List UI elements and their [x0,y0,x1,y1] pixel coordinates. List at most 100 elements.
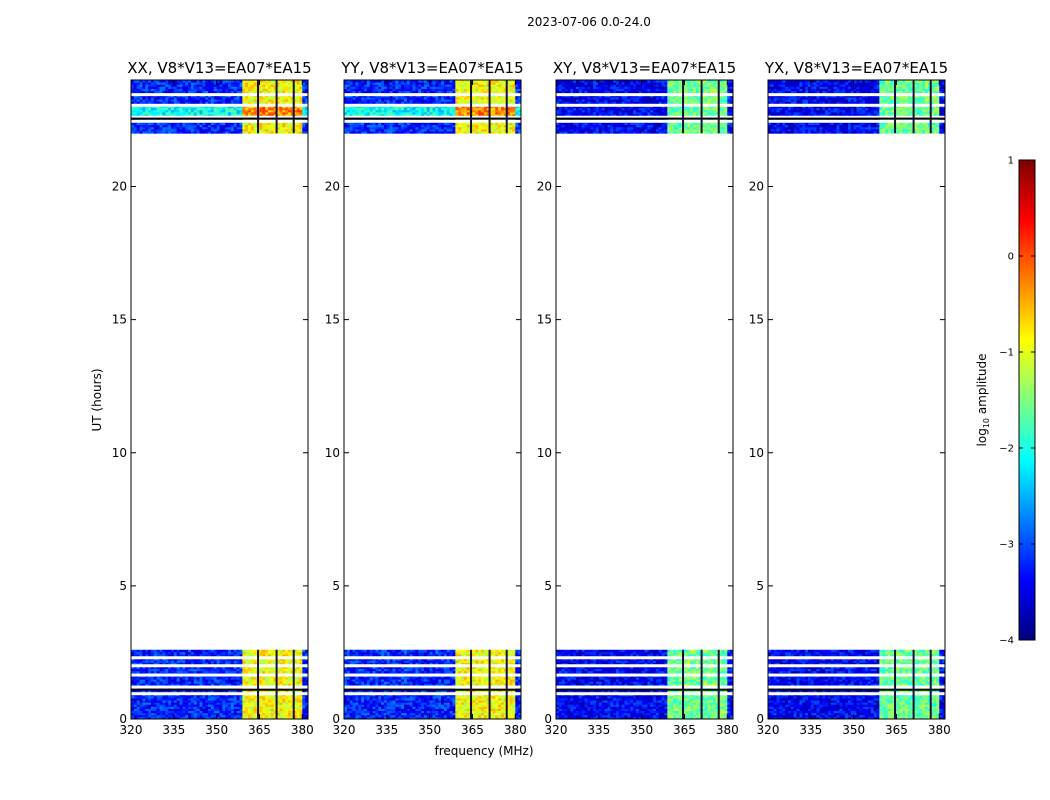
heatmap-cell [245,105,249,109]
heatmap-cell [131,679,135,682]
heatmap-cell [156,666,160,670]
heatmap-cell [305,122,309,126]
heatmap-cell [296,662,300,665]
heatmap-cell [262,708,266,712]
heatmap-cell [208,128,212,132]
heatmap-cell [145,128,149,132]
heatmap-cell [259,649,263,653]
heatmap-cell [285,109,289,113]
heatmap-cell [131,111,135,115]
heatmap-cell [168,698,172,701]
heatmap-cell [276,681,280,684]
heatmap-cell [299,653,303,657]
heatmap-cell [162,716,166,720]
heatmap-cell [265,122,269,126]
heatmap-cell [233,666,238,670]
heatmap-cell [190,660,195,663]
heatmap-cell [168,683,172,686]
heatmap-cell [216,679,220,682]
heatmap-cell [162,706,166,709]
heatmap-cell [233,660,238,663]
heatmap-cell [279,660,283,663]
heatmap-cell [282,704,286,707]
heatmap-cell [268,649,272,653]
heatmap-cell [282,681,286,684]
heatmap-cell [182,114,186,117]
heatmap-cell [173,679,178,682]
heatmap-cell [202,700,206,703]
heatmap-cell [190,111,195,115]
heatmap-cell [213,716,218,720]
heatmap-cell [268,122,272,126]
heatmap-cell [193,124,198,128]
heatmap-cell [190,114,195,117]
heatmap-cell [136,660,140,663]
heatmap-cell [193,698,198,701]
heatmap-cell [150,668,155,672]
heatmap-cell [219,681,223,684]
heatmap-cell [208,681,212,684]
heatmap-cell [210,700,215,703]
heatmap-cell [239,706,243,709]
heatmap-cell [230,679,235,682]
heatmap-cell [288,683,292,686]
heatmap-cell [265,666,269,670]
heatmap-cell [276,683,280,686]
heatmap-cell [290,653,295,657]
heatmap-cell [145,658,149,661]
heatmap-cell [133,683,138,686]
heatmap-cell [285,658,289,661]
heatmap-cell [179,698,183,701]
heatmap-cell [225,698,229,701]
heatmap-cell [133,128,138,132]
heatmap-cell [162,124,166,128]
heatmap-cell [162,111,166,115]
heatmap-cell [228,683,232,686]
heatmap-cell [282,109,286,113]
heatmap-cell [285,706,289,709]
heatmap-cell [279,683,283,686]
heatmap-cell [150,716,155,720]
heatmap-cell [139,126,143,130]
heatmap-cell [199,708,203,712]
heatmap-cell [150,689,155,693]
heatmap-cell [302,710,306,714]
heatmap-cell [139,700,143,703]
heatmap-cell [131,670,135,674]
heatmap-cell [210,126,215,130]
heatmap-cell [196,670,200,674]
heatmap-cell [188,708,192,712]
heatmap-cell [148,668,152,672]
heatmap-cell [153,666,158,670]
heatmap-cell [168,677,172,680]
heatmap-cell [202,126,206,130]
heatmap-cell [305,107,309,111]
heatmap-cell [259,712,263,716]
heatmap-cell [165,704,169,707]
heatmap-cell [239,131,243,134]
heatmap-cell [176,122,180,126]
heatmap-cell [156,111,160,115]
heatmap-cell [148,679,152,682]
heatmap-cell [288,666,292,670]
heatmap-cell [305,653,309,657]
heatmap-cell [136,126,140,130]
heatmap-cell [159,689,163,693]
heatmap-cell [245,109,249,113]
heatmap-cell [302,111,306,115]
heatmap-cell [219,679,223,682]
heatmap-cell [139,658,143,661]
heatmap-cell [236,122,240,126]
heatmap-cell [262,698,266,701]
heatmap-cell [239,660,243,663]
heatmap-cell [299,651,303,655]
heatmap-cell [213,689,218,693]
heatmap-cell [133,706,138,709]
heatmap-cell [133,111,138,115]
heatmap-cell [242,105,246,109]
heatmap-cell [230,662,235,665]
heatmap-cell [139,716,143,720]
heatmap-cell [150,662,155,665]
heatmap-cell [293,658,297,661]
heatmap-cell [199,714,203,718]
